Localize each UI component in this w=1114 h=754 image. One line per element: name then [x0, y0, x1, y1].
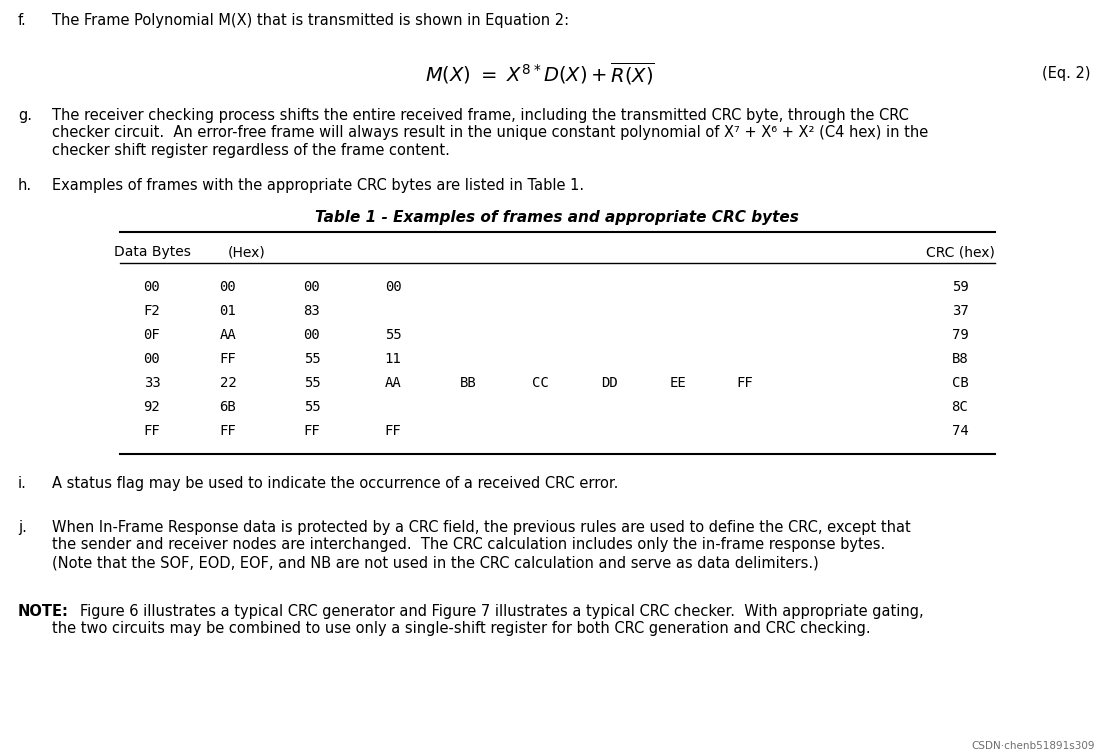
Text: (Eq. 2): (Eq. 2) [1042, 66, 1089, 81]
Text: FF: FF [384, 424, 401, 438]
Text: 00: 00 [304, 328, 321, 342]
Text: Table 1 - Examples of frames and appropriate CRC bytes: Table 1 - Examples of frames and appropr… [315, 210, 799, 225]
Text: A status flag may be used to indicate the occurrence of a received CRC error.: A status flag may be used to indicate th… [52, 476, 618, 491]
Text: FF: FF [304, 424, 321, 438]
Text: 00: 00 [304, 280, 321, 294]
Text: checker shift register regardless of the frame content.: checker shift register regardless of the… [52, 143, 450, 158]
Text: 11: 11 [384, 352, 401, 366]
Text: checker circuit.  An error-free frame will always result in the unique constant : checker circuit. An error-free frame wil… [52, 125, 928, 140]
Text: The receiver checking process shifts the entire received frame, including the tr: The receiver checking process shifts the… [52, 108, 909, 123]
Text: 22: 22 [219, 376, 236, 390]
Text: The Frame Polynomial M(X) that is transmitted is shown in Equation 2:: The Frame Polynomial M(X) that is transm… [52, 13, 569, 28]
Text: CRC (hex): CRC (hex) [926, 245, 995, 259]
Text: 00: 00 [384, 280, 401, 294]
Text: BB: BB [460, 376, 477, 390]
Text: the two circuits may be combined to use only a single-shift register for both CR: the two circuits may be combined to use … [52, 621, 871, 636]
Text: 00: 00 [219, 280, 236, 294]
Text: 00: 00 [144, 280, 160, 294]
Text: 74: 74 [951, 424, 968, 438]
Text: (Hex): (Hex) [228, 245, 266, 259]
Text: j.: j. [18, 520, 27, 535]
Text: 79: 79 [951, 328, 968, 342]
Text: 55: 55 [384, 328, 401, 342]
Text: 33: 33 [144, 376, 160, 390]
Text: AA: AA [219, 328, 236, 342]
Text: CB: CB [951, 376, 968, 390]
Text: FF: FF [144, 424, 160, 438]
Text: f.: f. [18, 13, 27, 28]
Text: g.: g. [18, 108, 32, 123]
Text: CC: CC [531, 376, 548, 390]
Text: 6B: 6B [219, 400, 236, 414]
Text: 0F: 0F [144, 328, 160, 342]
Text: NOTE:: NOTE: [18, 604, 69, 619]
Text: 92: 92 [144, 400, 160, 414]
Text: the sender and receiver nodes are interchanged.  The CRC calculation includes on: the sender and receiver nodes are interc… [52, 538, 886, 553]
Text: 55: 55 [304, 352, 321, 366]
Text: 83: 83 [304, 304, 321, 318]
Text: (Note that the SOF, EOD, EOF, and NB are not used in the CRC calculation and ser: (Note that the SOF, EOD, EOF, and NB are… [52, 555, 819, 570]
Text: Figure 6 illustrates a typical CRC generator and Figure 7 illustrates a typical : Figure 6 illustrates a typical CRC gener… [80, 604, 924, 619]
Text: 55: 55 [304, 376, 321, 390]
Text: AA: AA [384, 376, 401, 390]
Text: DD: DD [602, 376, 618, 390]
Text: 55: 55 [304, 400, 321, 414]
Text: $M(X) \ = \ X^{8*}D(X) + \overline{R(X)}$: $M(X) \ = \ X^{8*}D(X) + \overline{R(X)}… [426, 60, 655, 87]
Text: When In-Frame Response data is protected by a CRC field, the previous rules are : When In-Frame Response data is protected… [52, 520, 911, 535]
Text: 59: 59 [951, 280, 968, 294]
Text: i.: i. [18, 476, 27, 491]
Text: FF: FF [736, 376, 753, 390]
Text: F2: F2 [144, 304, 160, 318]
Text: h.: h. [18, 178, 32, 193]
Text: B8: B8 [951, 352, 968, 366]
Text: FF: FF [219, 424, 236, 438]
Text: Data Bytes: Data Bytes [114, 245, 190, 259]
Text: 37: 37 [951, 304, 968, 318]
Text: EE: EE [670, 376, 686, 390]
Text: 00: 00 [144, 352, 160, 366]
Text: CSDN·chenb51891s309: CSDN·chenb51891s309 [971, 741, 1095, 751]
Text: 01: 01 [219, 304, 236, 318]
Text: FF: FF [219, 352, 236, 366]
Text: Examples of frames with the appropriate CRC bytes are listed in Table 1.: Examples of frames with the appropriate … [52, 178, 584, 193]
Text: 8C: 8C [951, 400, 968, 414]
